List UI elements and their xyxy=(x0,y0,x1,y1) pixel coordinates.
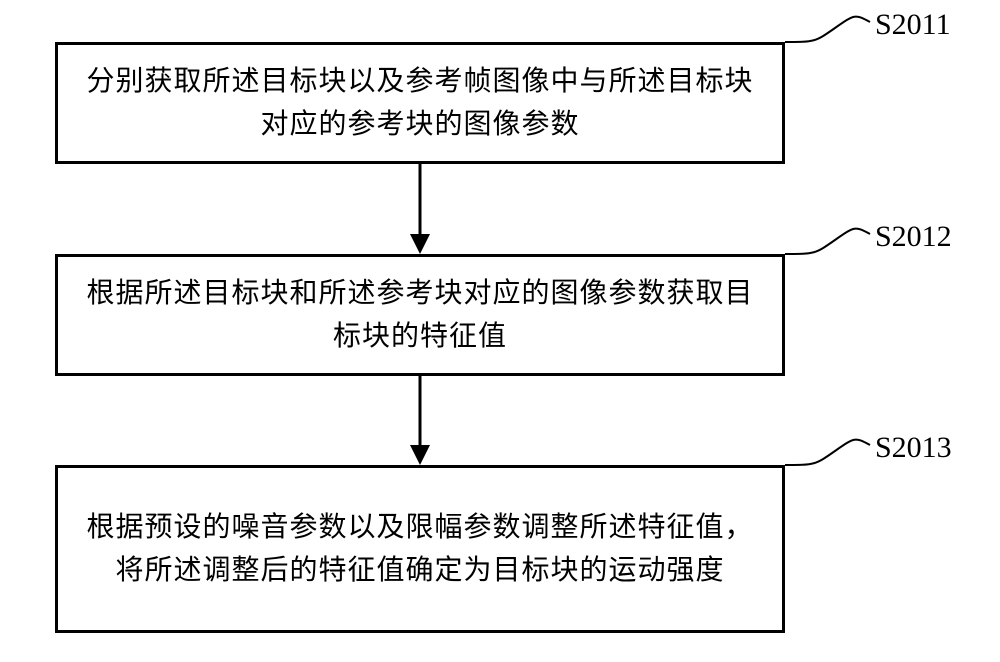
leader-line-s2012 xyxy=(785,226,875,266)
flow-node-s2013: 根据预设的噪音参数以及限幅参数调整所述特征值，将所述调整后的特征值确定为目标块的… xyxy=(55,465,785,633)
leader-line-s2013 xyxy=(785,437,875,477)
flow-node-s2011: 分别获取所述目标块以及参考帧图像中与所述目标块对应的参考块的图像参数 xyxy=(55,42,785,164)
node-text: 根据所述目标块和所述参考块对应的图像参数获取目标块的特征值 xyxy=(78,272,762,359)
arrow-s2012-s2013 xyxy=(405,376,435,465)
step-label-s2012: S2012 xyxy=(875,220,952,254)
arrow-s2011-s2012 xyxy=(405,164,435,254)
flowchart-container: 分别获取所述目标块以及参考帧图像中与所述目标块对应的参考块的图像参数 S2011… xyxy=(0,0,1000,662)
node-text: 分别获取所述目标块以及参考帧图像中与所述目标块对应的参考块的图像参数 xyxy=(78,60,762,147)
step-label-s2011: S2011 xyxy=(875,8,951,42)
leader-line-s2011 xyxy=(785,14,875,54)
node-text: 根据预设的噪音参数以及限幅参数调整所述特征值，将所述调整后的特征值确定为目标块的… xyxy=(78,506,762,593)
flow-node-s2012: 根据所述目标块和所述参考块对应的图像参数获取目标块的特征值 xyxy=(55,254,785,376)
step-label-s2013: S2013 xyxy=(875,431,952,465)
